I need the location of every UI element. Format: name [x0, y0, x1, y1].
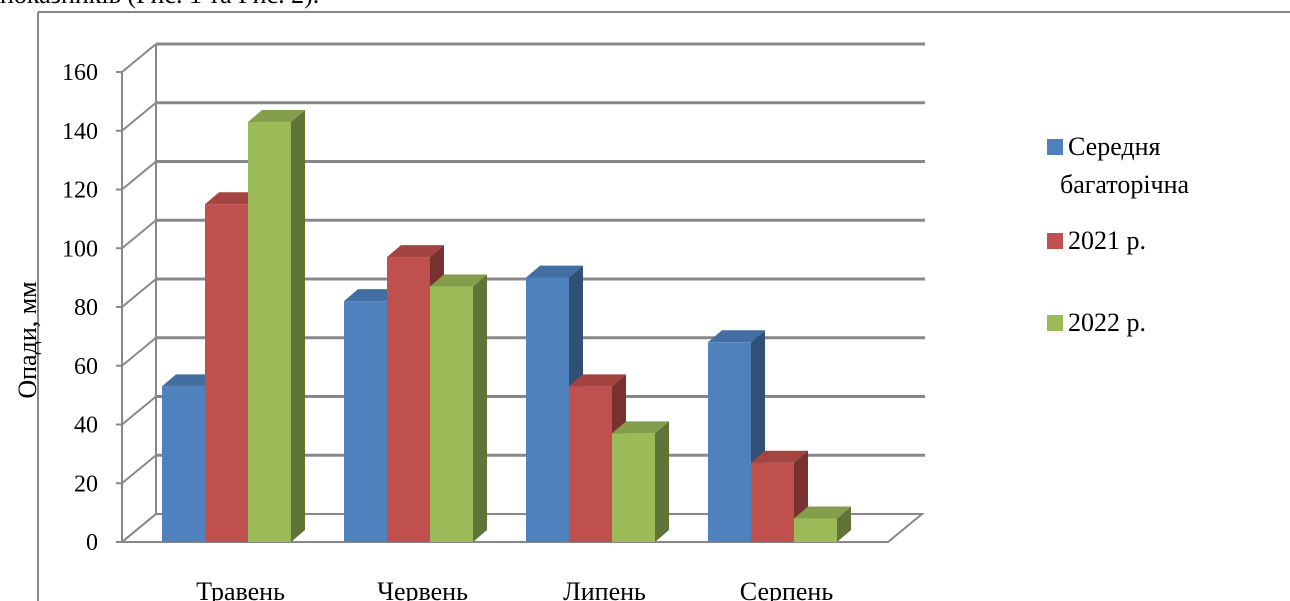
- bar-front: [387, 257, 430, 542]
- category-labels: Травень Червень Липень Серпень: [196, 577, 833, 601]
- y-tick-label: 120: [62, 178, 98, 204]
- bar: [430, 274, 487, 542]
- bar-front: [708, 342, 751, 542]
- bars: [162, 109, 851, 542]
- y-tick-label: 100: [62, 236, 98, 262]
- gridline-diagonal: [121, 43, 157, 73]
- x-category-label: Червень: [377, 577, 468, 601]
- y-tick-label: 80: [74, 295, 98, 321]
- legend-swatch: [1047, 233, 1063, 249]
- bar-top: [387, 245, 444, 258]
- gridline-diagonal: [121, 454, 157, 485]
- y-axis-title: Опади, мм: [13, 281, 42, 398]
- bar-front: [794, 518, 837, 542]
- bar-front: [430, 286, 473, 542]
- bar-top: [526, 265, 583, 278]
- y-tick-label: 60: [74, 354, 98, 380]
- bar-side: [655, 421, 669, 542]
- bar-top: [612, 421, 669, 434]
- y-tick-label: 160: [62, 60, 98, 86]
- x-category-label: Серпень: [740, 577, 834, 601]
- legend: Середня багаторічна 2021 р. 2022 р.: [1047, 132, 1190, 337]
- gridline-diagonal: [121, 160, 157, 191]
- bar-top: [751, 450, 808, 463]
- bar-front: [569, 386, 612, 542]
- bar-front: [205, 204, 248, 542]
- y-tick-labels: 0 20 40 60 80 100 120 140 160: [62, 60, 98, 556]
- legend-swatch: [1047, 315, 1063, 331]
- bar-top: [794, 506, 851, 519]
- bar-front: [526, 277, 569, 542]
- legend-swatch: [1047, 139, 1063, 155]
- bar-top: [205, 192, 262, 205]
- bar-front: [612, 433, 655, 542]
- gridline-diagonal: [121, 219, 157, 250]
- bar-top: [162, 374, 219, 387]
- bar-side: [291, 109, 305, 542]
- gridline-diagonal: [121, 513, 157, 543]
- bar-top: [430, 274, 487, 287]
- bar-top: [708, 330, 765, 343]
- bar: [248, 109, 305, 542]
- gridline-diagonal: [121, 395, 157, 426]
- x-category-label: Липень: [563, 577, 646, 601]
- x-category-label: Травень: [196, 577, 285, 601]
- legend-label: 2022 р.: [1068, 308, 1146, 337]
- bar-front: [162, 386, 205, 542]
- y-tick-label: 20: [74, 471, 98, 497]
- legend-label: 2021 р.: [1068, 226, 1146, 255]
- header-text-fragment: показників (Рис. 1 та Рис. 2).: [0, 0, 319, 10]
- legend-label: Середня: [1068, 132, 1161, 161]
- bar-front: [751, 462, 794, 542]
- bar-side: [473, 274, 487, 542]
- y-tick-label: 40: [74, 413, 98, 439]
- bar-top: [344, 289, 401, 302]
- y-tick-label: 140: [62, 119, 98, 145]
- legend-label: багаторічна: [1060, 170, 1190, 199]
- gridline-diagonal: [121, 278, 157, 308]
- gridline-diagonal: [121, 336, 157, 367]
- bar-front: [248, 121, 291, 542]
- bar: [794, 506, 851, 542]
- bar-front: [344, 301, 387, 542]
- y-tick-label: 0: [86, 530, 98, 556]
- bar-top: [569, 374, 626, 387]
- bar: [751, 450, 808, 542]
- bar-side: [837, 506, 851, 542]
- bar-top: [248, 109, 305, 122]
- bar: [612, 421, 669, 542]
- gridline-diagonal: [121, 101, 157, 132]
